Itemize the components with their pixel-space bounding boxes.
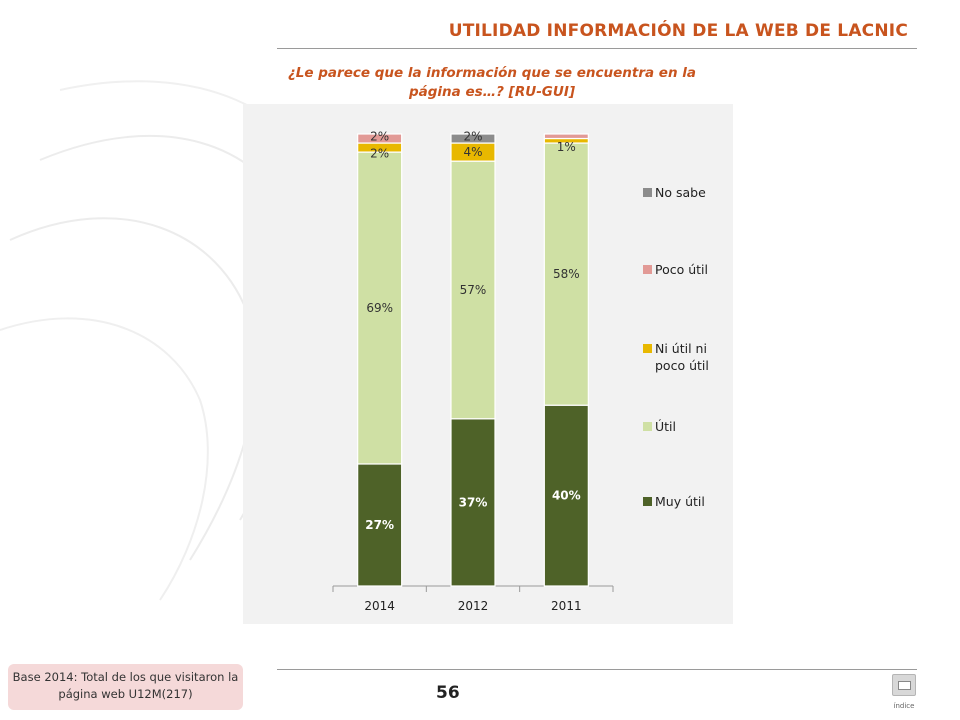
survey-question: ¿Le parece que la información que se enc… — [287, 65, 697, 100]
legend-label-ni-util-ni-poco-util: Ni útil ni poco útil — [655, 341, 709, 373]
legend-swatch-muy-util — [643, 497, 652, 506]
data-label-no-sabe-2012: 2% — [463, 130, 482, 144]
legend-swatch-ni-util-ni-poco-util — [643, 344, 652, 353]
base-note: Base 2014: Total de los que visitaron la… — [8, 664, 243, 710]
data-label-poco-util-2014: 2% — [370, 130, 389, 144]
index-button[interactable]: índice — [890, 672, 918, 712]
x-tick-label-2012: 2012 — [458, 599, 489, 613]
chart-panel: 27% 69% 2% 2% 2014 37% 57% 4% 2% 2012 40% 58% 1% 2011… — [243, 104, 733, 624]
bar-util-2012 — [450, 160, 496, 420]
data-label-muy-util-2011: 40% — [552, 489, 581, 503]
legend-label-poco-util: Poco útil — [655, 262, 709, 277]
index-label[interactable]: índice — [893, 702, 915, 710]
data-label-util-2011: 58% — [553, 267, 580, 281]
legend-label-util: Útil — [655, 419, 676, 434]
legend-label-muy-util: Muy útil — [655, 494, 705, 509]
legend-label-no-sabe: No sabe — [655, 185, 706, 200]
bar-poco-util-2011 — [543, 133, 589, 140]
legend-swatch-util — [643, 422, 652, 431]
data-label-util-2012: 57% — [460, 283, 487, 297]
x-tick-label-2011: 2011 — [551, 599, 582, 613]
data-label-util-2014: 69% — [366, 301, 393, 315]
bar-poco-util-2014 — [357, 133, 403, 144]
bar-util-2011 — [543, 142, 589, 406]
data-label-muy-util-2012: 37% — [459, 495, 488, 509]
data-label-ni-util-ni-poco-util-2014: 2% — [370, 147, 389, 161]
bar-muy-util-2012 — [450, 418, 496, 587]
page-number: 56 — [436, 683, 460, 703]
title-divider — [277, 48, 917, 49]
bar-muy-util-2014 — [357, 463, 403, 587]
legend-swatch-no-sabe — [643, 188, 652, 197]
data-label-ni-util-ni-poco-util-2012: 4% — [463, 145, 482, 159]
x-tick-label-2014: 2014 — [364, 599, 395, 613]
data-label-ni-util-ni-poco-util-2011: 1% — [557, 140, 576, 154]
bar-no-sabe-2012 — [450, 133, 496, 144]
data-label-muy-util-2014: 27% — [365, 518, 394, 532]
page-title: UTILIDAD INFORMACIÓN DE LA WEB DE LACNIC — [448, 21, 908, 41]
footer-divider — [277, 669, 917, 670]
bar-util-2014 — [357, 151, 403, 465]
legend-swatch-poco-util — [643, 265, 652, 274]
index-icon[interactable] — [892, 674, 916, 696]
bar-muy-util-2011 — [543, 404, 589, 587]
